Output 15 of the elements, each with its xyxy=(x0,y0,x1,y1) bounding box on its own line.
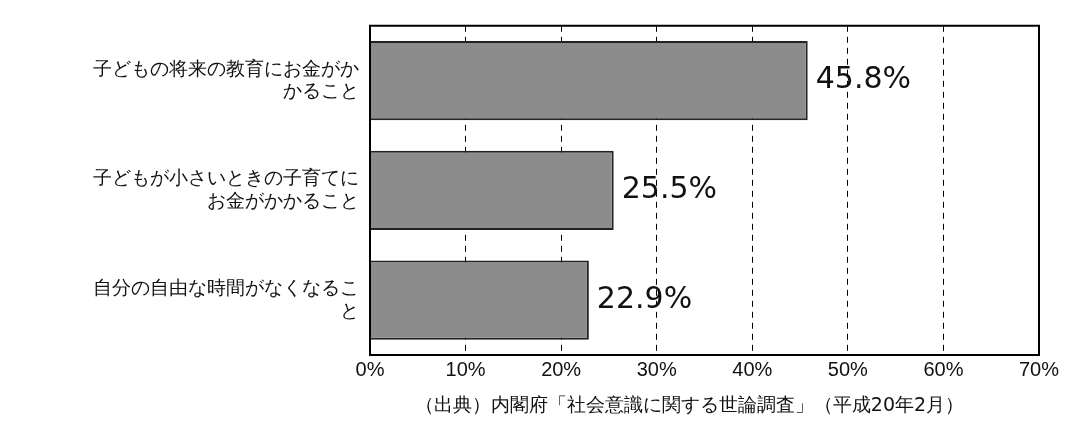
x-tick-label: 20% xyxy=(541,357,582,380)
x-tick-label: 10% xyxy=(445,357,486,380)
data-label: 45.8% xyxy=(815,60,912,96)
text: （出典）内閣府「社会意識に関する世論調査」（平成20年2月） xyxy=(413,392,966,417)
x-tick-label: 40% xyxy=(732,357,773,380)
x-tick-label: 60% xyxy=(923,357,964,380)
y-tick-label: 子どもの将来の教育にお金がかかること xyxy=(93,57,359,102)
data-label: 22.9% xyxy=(596,279,693,315)
x-tick-label: 0% xyxy=(355,357,385,380)
y-tick-label: 自分の自由な時間がなくなること xyxy=(93,276,359,321)
x-tick-label: 70% xyxy=(1018,357,1060,380)
y-tick-label: 子どもが小さいときの子育てにお金がかかること xyxy=(93,167,359,212)
data-label: 25.5% xyxy=(621,170,718,206)
x-tick-label: 30% xyxy=(636,357,677,380)
x-tick-label: 50% xyxy=(827,357,869,380)
